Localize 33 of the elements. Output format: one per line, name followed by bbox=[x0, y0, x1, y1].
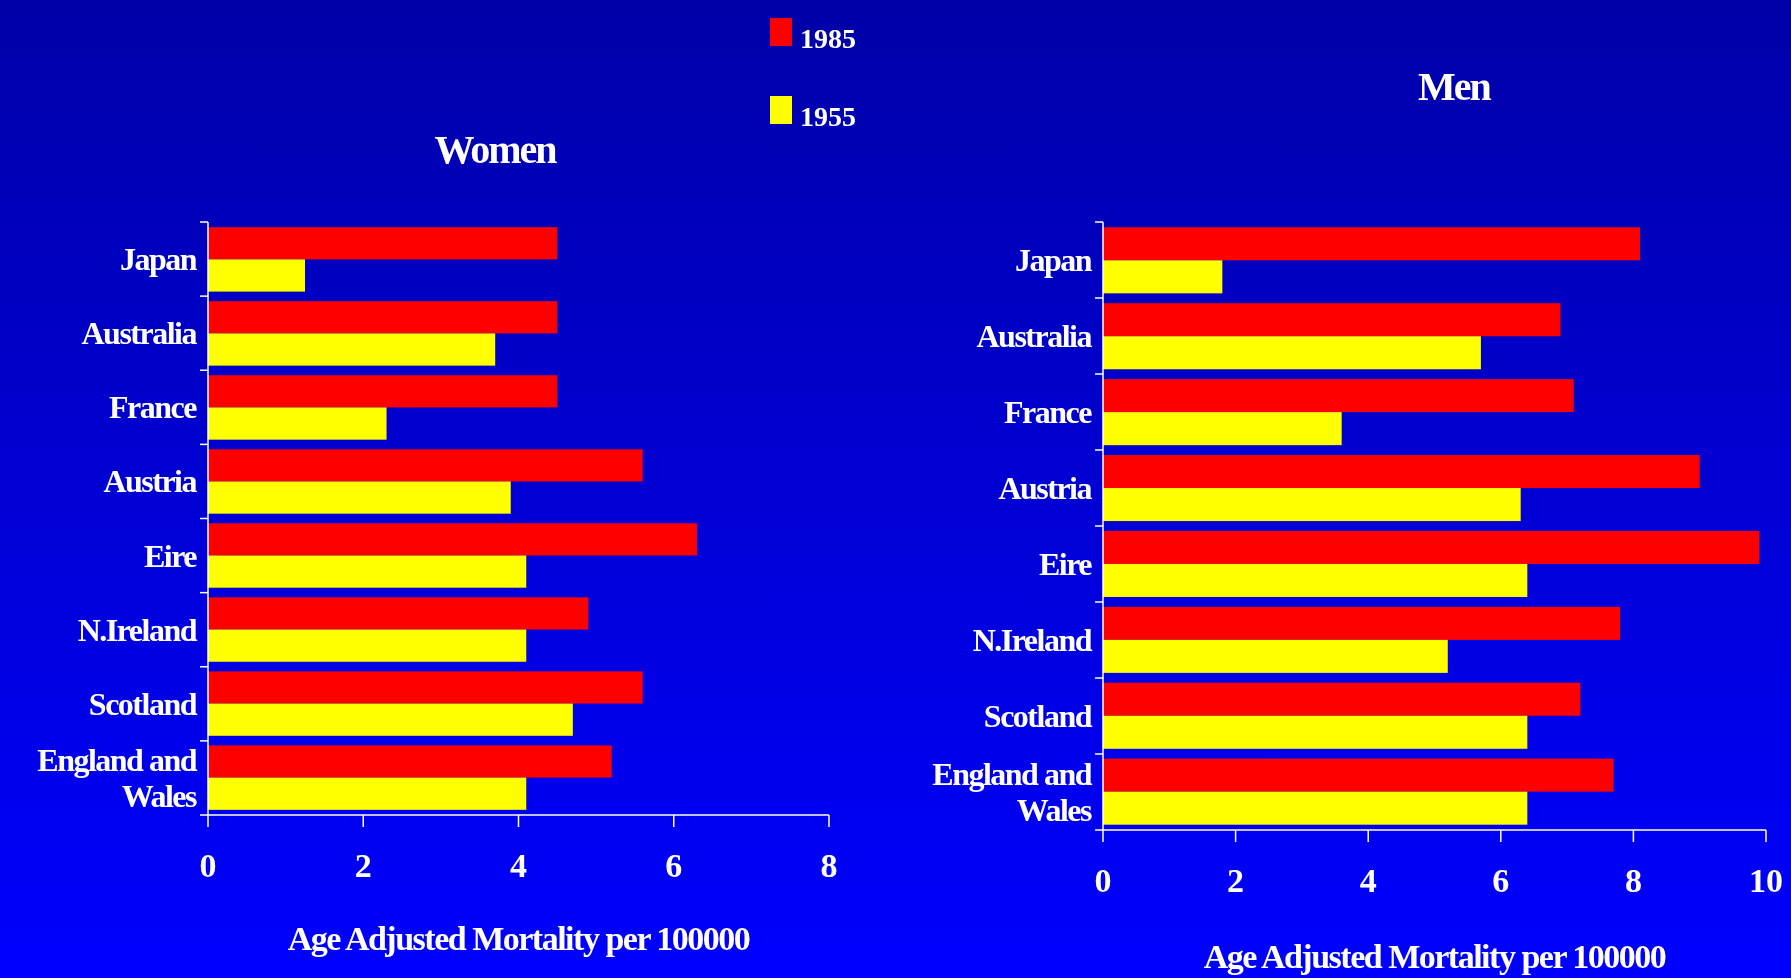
chart-title: Men bbox=[1418, 64, 1492, 109]
x-tick-label: 10 bbox=[1749, 862, 1783, 899]
y-tick-label: Scotland bbox=[88, 685, 198, 722]
y-tick-label: Austria bbox=[998, 470, 1093, 507]
x-tick-label: 6 bbox=[1492, 862, 1510, 899]
y-tick-label: Australia bbox=[81, 315, 198, 352]
chart-title: Women bbox=[434, 127, 558, 172]
x-tick-label: 0 bbox=[1094, 862, 1112, 899]
y-tick-label: France bbox=[109, 389, 198, 426]
y-tick-label: Japan bbox=[1014, 242, 1093, 279]
x-tick-label: 8 bbox=[820, 847, 838, 884]
y-tick-label: Austria bbox=[103, 463, 198, 500]
y-tick-label: Eire bbox=[143, 537, 198, 574]
x-tick-label: 2 bbox=[1227, 862, 1245, 899]
x-tick-label: 2 bbox=[354, 847, 372, 884]
y-tick-label: Eire bbox=[1038, 545, 1093, 582]
x-tick-label: 4 bbox=[1359, 862, 1377, 899]
legend-label: 1955 bbox=[800, 101, 856, 132]
x-axis-title: Age Adjusted Mortality per 100000 bbox=[1203, 938, 1666, 975]
x-tick-label: 8 bbox=[1624, 862, 1642, 899]
y-tick-label: N.Ireland bbox=[972, 621, 1093, 658]
y-tick-label: France bbox=[1004, 394, 1093, 431]
y-tick-label: England and Wales bbox=[932, 755, 1093, 828]
y-tick-label: England and Wales bbox=[37, 741, 198, 814]
x-axis-title: Age Adjusted Mortality per 100000 bbox=[287, 920, 750, 957]
y-tick-label: Scotland bbox=[983, 697, 1093, 734]
y-tick-label: N.Ireland bbox=[77, 611, 198, 648]
y-tick-label: Japan bbox=[119, 241, 198, 278]
x-tick-label: 4 bbox=[510, 847, 527, 884]
x-tick-label: 6 bbox=[665, 847, 683, 884]
x-tick-label: 0 bbox=[199, 847, 217, 884]
legend-label: 1985 bbox=[800, 23, 856, 54]
y-tick-label: Australia bbox=[976, 318, 1093, 355]
